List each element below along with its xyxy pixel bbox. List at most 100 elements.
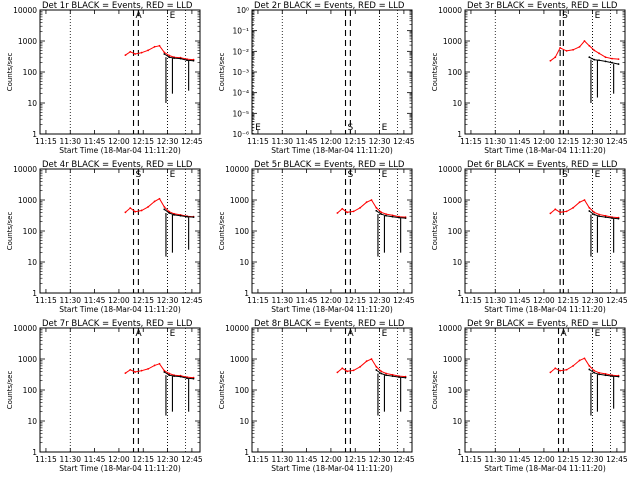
y-tick-label: 10000 bbox=[438, 165, 462, 174]
series-events-point bbox=[179, 214, 182, 217]
series-lld-point bbox=[385, 372, 387, 375]
x-axis-label: Start Time (18-Mar-04 11:11:20) bbox=[271, 305, 393, 314]
y-tick-label: 10 bbox=[452, 258, 462, 267]
series-events-point bbox=[385, 374, 387, 377]
series-lld-point bbox=[365, 360, 368, 363]
x-tick-label: 11:15 bbox=[460, 296, 482, 305]
series-lld-point bbox=[593, 211, 596, 214]
y-tick-label: 100 bbox=[23, 68, 38, 77]
y-tick-label: 1000 bbox=[443, 196, 462, 205]
marker-label-e: E bbox=[170, 170, 176, 180]
panel-title: Det 3r BLACK = Events, RED = LLD bbox=[467, 1, 618, 11]
series-events-point bbox=[598, 373, 600, 376]
series-events-point bbox=[617, 63, 620, 65]
panel-title: Det 7r BLACK = Events, RED = LLD bbox=[42, 319, 193, 329]
y-tick-label: 1000 bbox=[18, 37, 37, 46]
marker-label-e: E bbox=[382, 329, 388, 339]
series-events-point bbox=[593, 58, 596, 61]
detector-panel-2: Det 2r BLACK = Events, RED = LLD Counts/s… bbox=[218, 1, 415, 155]
series-events-point bbox=[186, 377, 188, 380]
series-events-point bbox=[611, 217, 613, 220]
x-tick-label: 11:30 bbox=[484, 137, 506, 146]
series-lld-point bbox=[163, 369, 166, 372]
series-lld-point bbox=[588, 206, 591, 209]
series-lld-point bbox=[163, 51, 166, 54]
x-axis-label: Start Time (18-Mar-04 11:11:20) bbox=[484, 464, 606, 473]
series-lld-point bbox=[604, 214, 607, 217]
series-lld-point bbox=[129, 50, 132, 53]
x-tick-label: 11:30 bbox=[59, 455, 81, 464]
series-lld-point bbox=[336, 212, 339, 214]
panel-title: Det 4r BLACK = Events, RED = LLD bbox=[42, 160, 193, 170]
x-tick-label: 12:30 bbox=[582, 296, 604, 305]
series-lld-point bbox=[168, 372, 171, 375]
x-tick-label: 11:45 bbox=[84, 137, 106, 146]
series-lld-point bbox=[140, 51, 143, 54]
x-tick-label: 11:30 bbox=[484, 296, 506, 305]
series-events-line bbox=[163, 208, 194, 218]
x-tick-label: 11:15 bbox=[35, 137, 57, 146]
series-lld-point bbox=[549, 212, 552, 215]
series-lld-point bbox=[124, 54, 127, 57]
series-lld-point bbox=[341, 367, 344, 370]
y-tick-label: 100 bbox=[235, 227, 250, 236]
series-lld-point bbox=[598, 52, 600, 55]
x-tick-label: 12:00 bbox=[320, 455, 342, 464]
series-events-point bbox=[179, 375, 182, 378]
series-events-point bbox=[588, 56, 591, 59]
x-tick-label: 11:30 bbox=[271, 455, 293, 464]
y-tick-label: 100 bbox=[448, 227, 463, 236]
series-events-point bbox=[593, 213, 596, 216]
series-lld-line bbox=[337, 358, 406, 378]
detector-panel-3: Det 3r BLACK = Events, RED = LLD Counts/s… bbox=[431, 1, 628, 155]
detector-panel-8: Det 8r BLACK = Events, RED = LLD Counts/s… bbox=[218, 319, 415, 473]
series-events-point bbox=[173, 214, 175, 216]
y-tick-label: 10⁻³ bbox=[232, 68, 249, 77]
series-lld-point bbox=[129, 207, 132, 209]
x-tick-label: 11:15 bbox=[247, 455, 269, 464]
series-lld-point bbox=[158, 197, 161, 200]
series-lld-point bbox=[163, 205, 166, 208]
series-events-point bbox=[380, 372, 383, 375]
x-tick-label: 12:00 bbox=[108, 137, 130, 146]
series-lld-point bbox=[352, 210, 355, 213]
series-events-point bbox=[404, 376, 407, 379]
y-tick-label: 1000 bbox=[230, 355, 249, 364]
series-lld-point bbox=[124, 211, 127, 214]
series-lld-point bbox=[554, 367, 557, 370]
series-events-point bbox=[173, 375, 175, 378]
series-lld-line bbox=[125, 198, 194, 218]
series-lld-point bbox=[578, 201, 581, 204]
panel-title: Det 9r BLACK = Events, RED = LLD bbox=[467, 319, 618, 329]
x-tick-label: 11:30 bbox=[271, 137, 293, 146]
series-lld-point bbox=[153, 45, 156, 48]
series-events-point bbox=[398, 216, 400, 219]
x-tick-label: 11:45 bbox=[84, 455, 106, 464]
x-tick-label: 12:00 bbox=[320, 137, 342, 146]
detector-panel-9: Det 9r BLACK = Events, RED = LLD Counts/s… bbox=[431, 319, 628, 473]
x-tick-label: 11:45 bbox=[509, 137, 531, 146]
series-lld-point bbox=[391, 214, 394, 217]
y-tick-label: 10 bbox=[239, 417, 249, 426]
y-tick-label: 10000 bbox=[438, 324, 462, 333]
y-tick-label: 100 bbox=[23, 227, 38, 236]
marker-label-s: S bbox=[136, 170, 142, 180]
series-events-point bbox=[163, 371, 166, 373]
x-tick-label: 11:45 bbox=[509, 455, 531, 464]
series-lld-point bbox=[572, 206, 575, 209]
x-tick-label: 11:30 bbox=[59, 296, 81, 305]
series-lld-point bbox=[604, 56, 607, 59]
series-lld-point bbox=[588, 364, 591, 367]
x-tick-label: 12:00 bbox=[533, 296, 555, 305]
series-lld-point bbox=[341, 207, 344, 210]
series-events-point bbox=[163, 208, 166, 211]
plot-frame bbox=[39, 9, 201, 135]
series-events-point bbox=[186, 215, 188, 218]
panel-title: Det 1r BLACK = Events, RED = LLD bbox=[42, 1, 193, 11]
y-tick-label: 100 bbox=[235, 386, 250, 395]
series-events-point bbox=[404, 217, 407, 220]
series-events-point bbox=[598, 59, 600, 62]
x-tick-label: 12:15 bbox=[557, 296, 579, 305]
series-lld-point bbox=[365, 201, 368, 204]
y-tick-label: 10⁻¹ bbox=[232, 27, 249, 36]
